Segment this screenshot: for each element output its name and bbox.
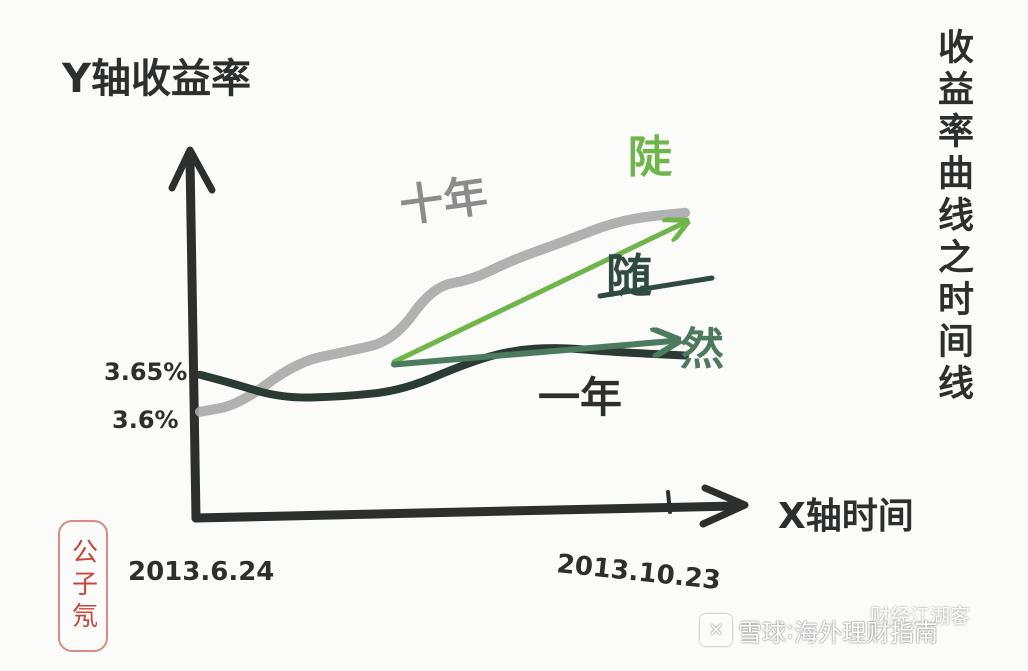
steep-trend-arrow xyxy=(391,222,685,365)
watermark-account: 海外理财指南 xyxy=(794,618,939,647)
x-axis xyxy=(191,501,740,523)
y-tick-label: 3.65% xyxy=(104,358,187,386)
y-tick-label: 3.6% xyxy=(112,406,179,434)
watermark: ✕ 雪球 : 海外理财指南 xyxy=(700,612,938,648)
watermark-site: 雪球 xyxy=(738,618,786,647)
annotation-label-sudden: 然 xyxy=(680,324,724,375)
x-axis-end-tick xyxy=(666,490,672,514)
annotation-label-steep: 陡 xyxy=(628,132,673,183)
x-axis-label: X轴时间 xyxy=(778,496,914,537)
watermark-separator: : xyxy=(786,616,795,644)
watermark-channel: 财经江湖客 xyxy=(870,604,970,628)
mild-trend-arrow xyxy=(391,341,675,368)
seal-stamp: 公子氖 xyxy=(58,520,108,652)
axes xyxy=(168,146,749,528)
x-tick-label: 2013.6.24 xyxy=(128,557,274,587)
y-axis xyxy=(185,155,201,523)
x-axis-arrowhead xyxy=(699,484,749,528)
snowball-logo-icon: ✕ xyxy=(700,614,732,646)
y-axis-arrowhead xyxy=(168,146,216,194)
series-label-ten-year: 十年 xyxy=(396,170,490,233)
annotation-underline xyxy=(597,275,715,299)
series-label-one-year: 一年 xyxy=(538,373,622,422)
y-axis-label: Y轴收益率 xyxy=(61,56,251,102)
chart-title: 收益率曲线之时间线 xyxy=(932,28,973,406)
x-tick-label: 2013.10.23 xyxy=(555,549,722,596)
